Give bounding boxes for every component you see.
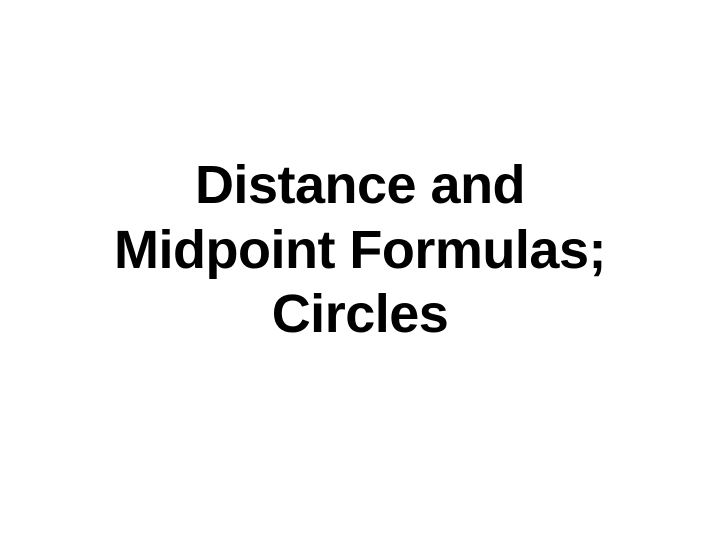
title-line-3: Circles (272, 284, 449, 344)
title-line-2: Midpoint Formulas; (114, 220, 606, 280)
slide-container: Distance and Midpoint Formulas; Circles (0, 153, 720, 347)
title-line-1: Distance and (195, 155, 525, 215)
slide-title: Distance and Midpoint Formulas; Circles (50, 153, 670, 347)
